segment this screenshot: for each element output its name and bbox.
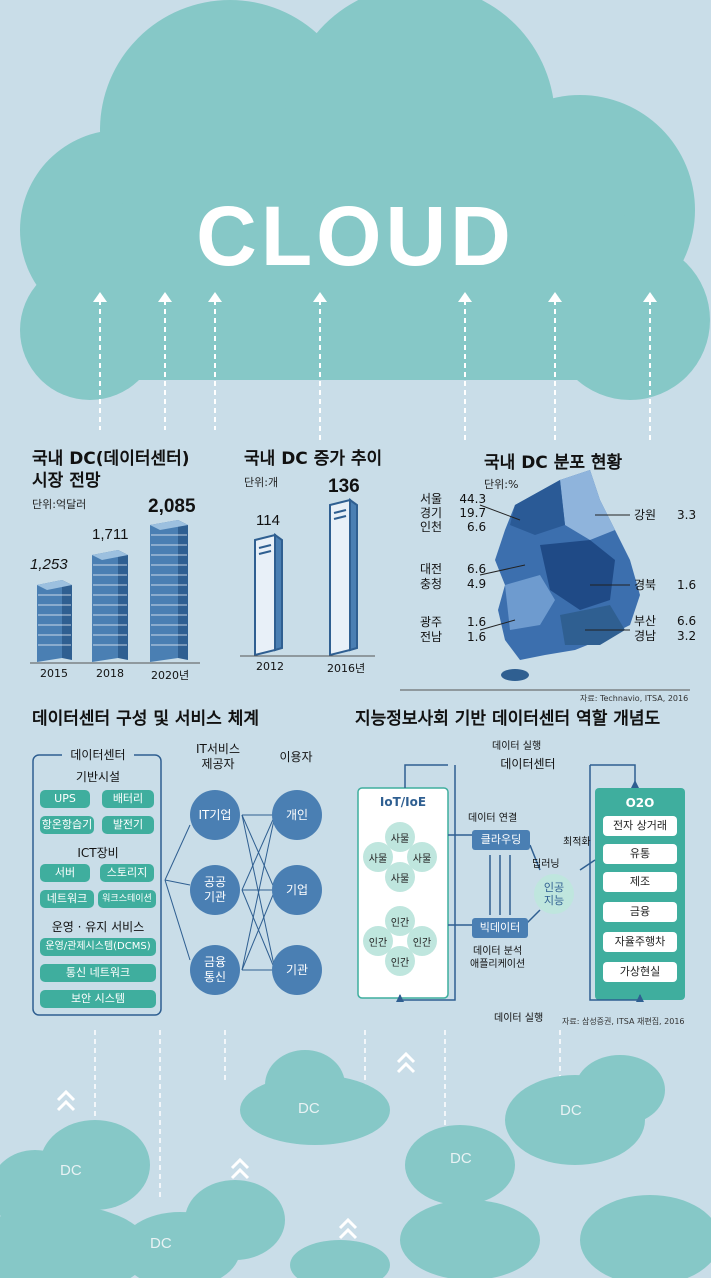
user-company: 기업 [272,865,322,915]
role-source: 자료: 삼성증권, ITSA 재편집, 2016 [562,1017,685,1026]
region-incheon: 인천 6.6 [420,520,487,534]
market-value-2018: 1,711 [92,526,129,543]
region-gyeongnam: 경남 3.2 [634,629,697,643]
analysis-label: 데이터 분석 애플리케이션 [470,946,526,970]
main-cloud [20,0,710,400]
region-gyeonggi: 경기 19.7 [420,506,487,520]
deep-learning-label: 딥러닝 [532,859,560,870]
thing-4: 사물 [385,862,415,892]
ai-circle: 인공 지능 [534,874,574,914]
market-year-2015: 2015 [40,667,68,680]
o2o-manufacturing: 제조 [603,872,677,892]
ops-security: 보안 시스템 [40,990,156,1008]
korea-map [479,470,640,681]
region-busan: 부산 6.6 [634,614,697,628]
o2o-vr: 가상현실 [603,962,677,982]
user-individual: 개인 [272,790,322,840]
o2o-distribution: 유통 [603,844,677,864]
market-bars [37,520,188,662]
provider-public: 공공 기관 [190,865,240,915]
structure-title: 데이터센터 구성 및 서비스 체계 [32,709,259,729]
ops-telecom: 통신 네트워크 [40,964,156,982]
bottom-clouds [0,1050,711,1278]
role-dc-label: 데이터센터 [478,757,578,772]
growth-year-2012: 2012 [256,660,284,673]
market-year-2020: 2020년 [151,669,190,682]
human-4: 인간 [385,946,415,976]
market-unit: 단위:억달러 [32,498,87,511]
ops-dcms: 운영/관제시스템(DCMS) [40,938,156,956]
growth-unit: 단위:개 [244,476,279,489]
dc-cloud-2: DC [150,1235,172,1252]
growth-value-2012: 114 [256,512,280,529]
market-title-line1: 국내 DC(데이터센터) [32,449,190,469]
o2o-autonomous: 자율주행차 [603,932,677,952]
ops-label: 운영 · 유지 서비스 [51,920,145,934]
provider-it: IT기업 [190,790,240,840]
ict-label: ICT장비 [77,846,119,860]
role-title: 지능정보사회 기반 데이터센터 역할 개념도 [355,709,661,729]
user-header: 이용자 [279,750,313,764]
dc-cloud-1: DC [60,1162,82,1179]
bigdata-box: 빅데이터 [472,918,528,938]
distribution-unit: 단위:% [484,478,519,491]
region-gwangju: 광주 1.6 [420,615,487,629]
iot-label: IoT/IoE [379,795,427,809]
role-exec-bottom: 데이터 실행 [494,1013,544,1024]
ict-workstation: 워크스테이션 [98,890,156,908]
ict-server: 서버 [40,864,90,882]
user-institution: 기관 [272,945,322,995]
optimize-label: 최적화 [563,837,591,848]
region-gangwon: 강원 3.3 [634,508,697,522]
growth-year-2016: 2016년 [327,662,366,675]
provider-header: IT서비스 제공자 [196,742,240,771]
dc-cloud-3: DC [298,1100,320,1117]
ict-storage: 스토리지 [100,864,154,882]
o2o-label: O2O [625,796,655,810]
distribution-title: 국내 DC 분포 현황 [484,453,623,473]
role-exec-top: 데이터 실행 [492,741,542,752]
distribution-source: 자료: Technavio, ITSA, 2016 [580,694,689,703]
cloud-title: CLOUD [196,189,515,283]
dc-cloud-4: DC [450,1150,472,1167]
region-jeonnam: 전남 1.6 [420,630,487,644]
market-title: 국내 DC(데이터센터) 시장 전망 [32,448,190,492]
region-seoul: 서울 44.3 [420,492,487,506]
infra-hvac: 항온항습기 [40,816,94,834]
provider-finance: 금융 통신 [190,945,240,995]
infra-battery: 배터리 [102,790,154,808]
region-daejeon: 대전 6.6 [420,562,487,576]
dc-label: 데이터센터 [62,746,134,763]
infra-label: 기반시설 [75,770,121,784]
market-value-2020: 2,085 [148,496,196,517]
growth-bars [254,498,358,657]
growth-title: 국내 DC 증가 추이 [244,449,383,469]
growth-value-2016: 136 [328,476,360,497]
infra-ups: UPS [40,790,90,808]
o2o-finance: 금융 [603,902,677,922]
market-title-line2: 시장 전망 [32,471,101,491]
connect-label: 데이터 연결 [468,813,518,824]
o2o-ecommerce: 전자 상거래 [603,816,677,836]
region-gyeongbuk: 경북 1.6 [634,578,697,592]
upload-arrows [99,300,651,440]
region-chungcheong: 충청 4.9 [420,577,487,591]
dc-cloud-5: DC [560,1102,582,1119]
market-value-2015: 1,253 [30,556,68,573]
clouding-box: 클라우딩 [472,830,530,850]
market-year-2018: 2018 [96,667,124,680]
infra-generator: 발전기 [102,816,154,834]
ict-network: 네트워크 [40,890,94,908]
